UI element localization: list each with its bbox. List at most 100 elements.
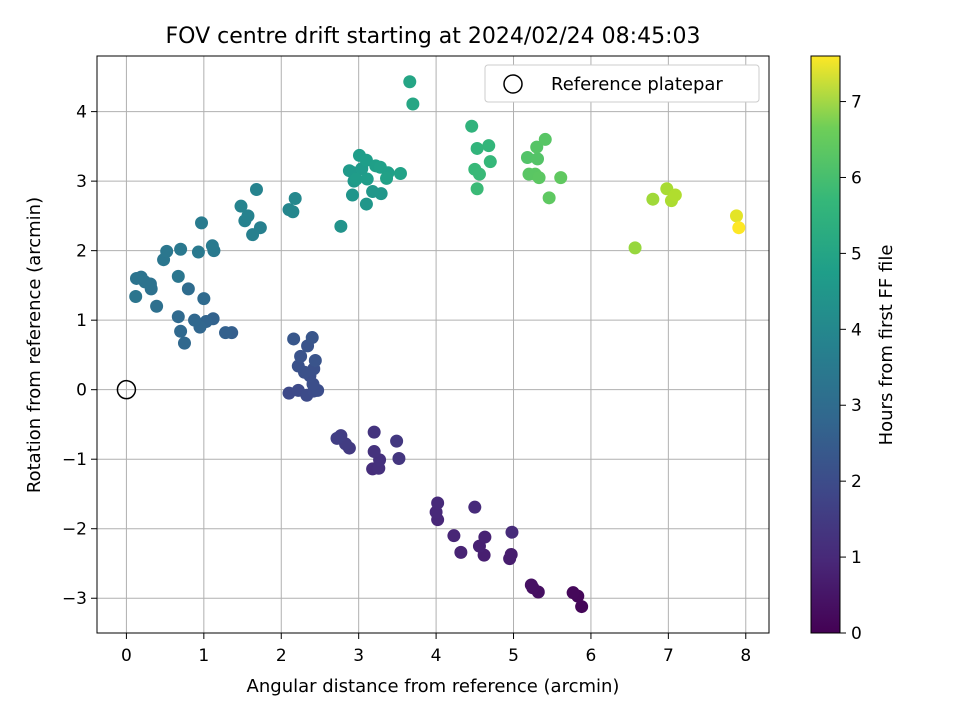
y-tick-label: 1 xyxy=(76,311,87,331)
legend-open-circle-icon xyxy=(503,74,523,94)
data-point xyxy=(393,166,407,180)
data-point xyxy=(330,431,344,445)
data-point xyxy=(197,292,211,306)
data-point xyxy=(367,445,381,459)
x-tick-label: 5 xyxy=(508,646,519,666)
data-point xyxy=(554,171,568,185)
data-point xyxy=(524,578,538,592)
data-point xyxy=(367,425,381,439)
reference-platepar-marker xyxy=(116,379,137,400)
legend-box xyxy=(484,64,760,103)
data-point xyxy=(406,97,420,111)
data-point xyxy=(470,141,484,155)
data-point xyxy=(482,139,496,153)
data-point xyxy=(366,185,380,199)
legend-label: Reference platepar xyxy=(551,74,723,95)
data-point xyxy=(468,500,482,514)
data-point xyxy=(505,525,519,539)
data-point xyxy=(129,290,143,304)
x-tick-label: 7 xyxy=(663,646,674,666)
data-point xyxy=(732,221,746,235)
colorbar-tick-label: 5 xyxy=(851,244,862,264)
colorbar: 0 1 2 3 4 5 6 7 Hours from first FF file xyxy=(810,55,897,644)
data-point xyxy=(253,221,267,235)
x-tick-label: 8 xyxy=(740,646,751,666)
data-point xyxy=(345,188,359,202)
chart-title: FOV centre drift starting at 2024/02/24 … xyxy=(166,24,701,49)
data-point xyxy=(542,191,556,205)
colorbar-tick-label: 6 xyxy=(851,168,862,188)
data-point xyxy=(392,452,406,466)
data-point xyxy=(390,434,404,448)
y-tick-label: 0 xyxy=(76,381,87,401)
data-point xyxy=(234,199,248,213)
y-axis-label: Rotation from reference (arcmin) xyxy=(24,197,45,493)
data-point xyxy=(380,171,394,185)
y-tick-label: 2 xyxy=(76,242,87,262)
data-point xyxy=(532,171,546,185)
data-point xyxy=(478,530,492,544)
data-point xyxy=(360,172,374,186)
colorbar-tick-label: 1 xyxy=(851,548,862,568)
data-point xyxy=(575,600,589,614)
data-point xyxy=(171,310,185,324)
data-point xyxy=(483,155,497,169)
x-tick-label: 3 xyxy=(353,646,364,666)
data-point xyxy=(129,271,143,285)
x-tick-label: 1 xyxy=(198,646,209,666)
data-point xyxy=(150,299,164,313)
data-point xyxy=(403,75,417,89)
y-tick-label: −2 xyxy=(62,520,87,540)
colorbar-gradient xyxy=(810,55,841,634)
colorbar-tick-label: 0 xyxy=(851,624,862,644)
x-tick-label: 6 xyxy=(586,646,597,666)
data-point xyxy=(531,152,545,166)
data-point xyxy=(454,545,468,559)
y-axis-ticks: −3 −2 −1 0 1 2 3 4 xyxy=(62,103,97,609)
y-tick-label: 4 xyxy=(76,103,87,123)
data-point xyxy=(465,119,479,133)
data-point xyxy=(241,209,255,223)
data-point xyxy=(195,216,209,230)
y-gridlines xyxy=(97,111,769,599)
data-point xyxy=(174,324,188,338)
legend: Reference platepar xyxy=(484,64,760,103)
y-tick-label: −1 xyxy=(62,450,87,470)
plot-frame xyxy=(96,55,770,634)
data-point xyxy=(308,353,322,367)
data-point xyxy=(205,239,219,253)
data-point xyxy=(349,172,363,186)
data-point xyxy=(291,359,305,373)
data-point xyxy=(294,349,308,363)
data-point xyxy=(447,529,461,543)
data-point xyxy=(286,205,300,219)
x-tick-label: 2 xyxy=(276,646,287,666)
data-point xyxy=(287,332,301,346)
data-point xyxy=(188,313,202,327)
colorbar-label: Hours from first FF file xyxy=(876,245,897,446)
data-point xyxy=(334,219,348,233)
x-tick-label: 0 xyxy=(121,646,132,666)
data-point xyxy=(504,547,518,561)
x-tick-label: 4 xyxy=(431,646,442,666)
data-point xyxy=(470,182,484,196)
data-point xyxy=(729,209,743,223)
data-point xyxy=(288,192,302,206)
data-point xyxy=(177,336,191,350)
y-tick-label: −3 xyxy=(62,589,87,609)
data-point xyxy=(174,242,188,256)
colorbar-tick-label: 4 xyxy=(851,320,862,340)
data-point xyxy=(431,496,445,510)
data-point xyxy=(472,167,486,181)
data-point xyxy=(160,244,174,258)
data-point xyxy=(646,192,660,206)
data-point xyxy=(628,241,642,255)
data-point xyxy=(219,326,233,340)
plot-area xyxy=(96,55,770,634)
plot-background xyxy=(97,56,769,633)
colorbar-tick-label: 3 xyxy=(851,396,862,416)
data-point xyxy=(538,132,552,146)
data-point xyxy=(530,140,544,154)
data-points xyxy=(129,75,746,614)
data-point xyxy=(359,197,373,211)
